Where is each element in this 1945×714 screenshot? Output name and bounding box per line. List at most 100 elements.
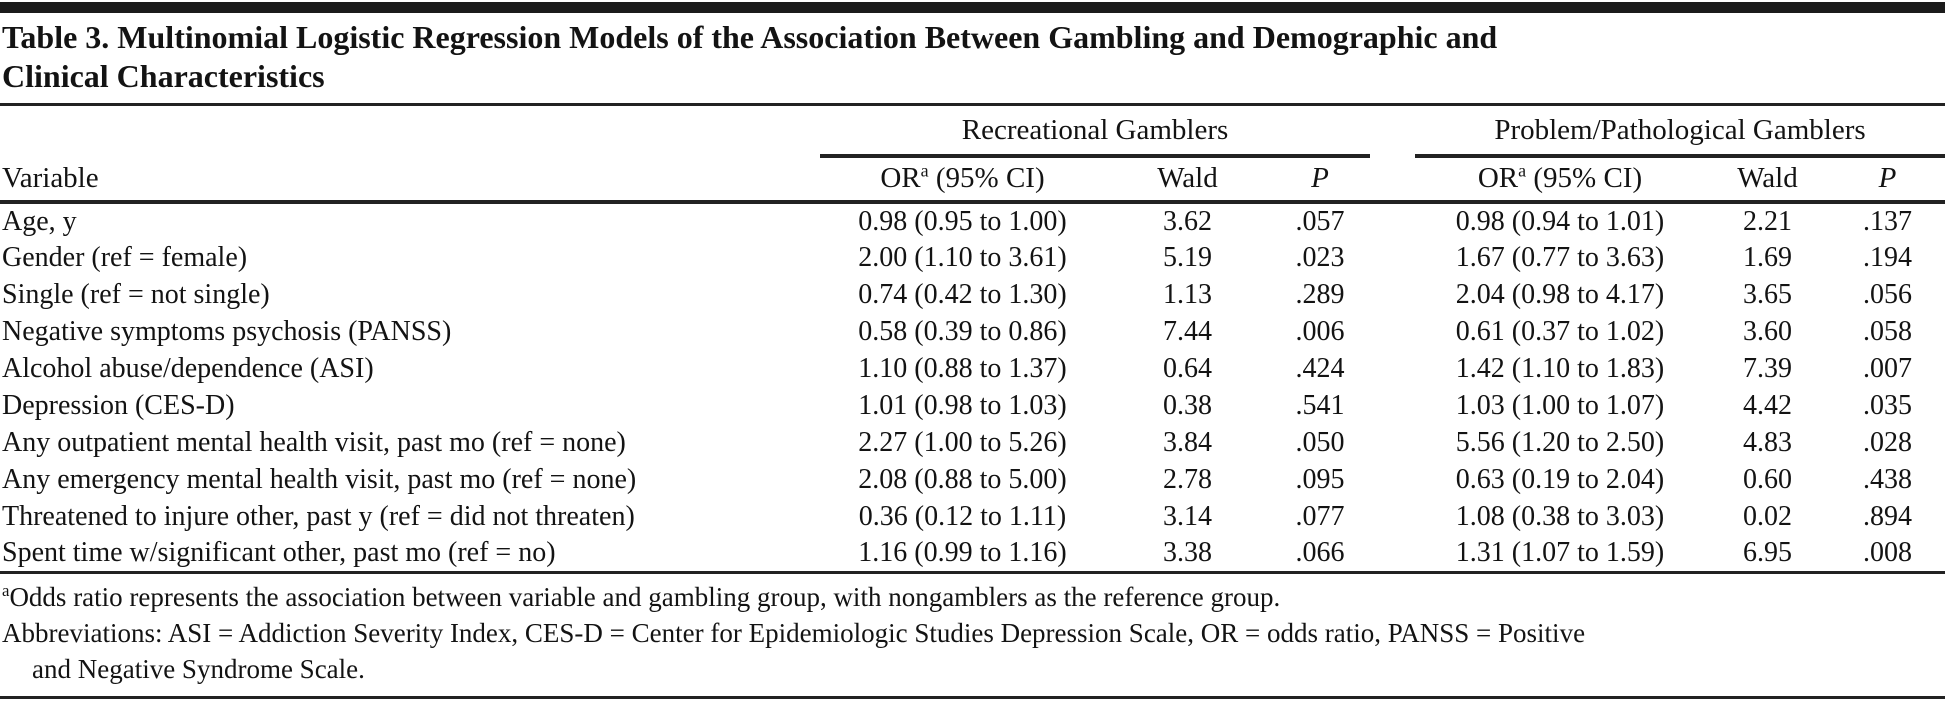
cell-rec-wald: 3.84 <box>1163 426 1212 458</box>
cell-prob-p: .035 <box>1863 389 1912 421</box>
cell-variable: Any emergency mental health visit, past … <box>2 463 637 495</box>
cell-prob-wald: 0.02 <box>1743 500 1792 532</box>
cell-prob-or: 1.42 (1.10 to 1.83) <box>1455 352 1665 384</box>
cell-prob-p: .028 <box>1863 426 1912 458</box>
cell-gap <box>1370 535 1415 574</box>
cell-rec-or: 1.16 (0.99 to 1.16) <box>820 535 1105 574</box>
column-header-wald-recreational: Wald <box>1105 156 1270 204</box>
cell-rec-p: .077 <box>1295 500 1345 532</box>
cell-rec-p: .541 <box>1295 389 1345 421</box>
cell-rec-or: 0.74 (0.42 to 1.30) <box>858 278 1067 310</box>
cell-variable: Alcohol abuse/dependence (ASI) <box>2 352 374 384</box>
table-row: Any outpatient mental health visit, past… <box>0 424 1945 461</box>
table-row: Any emergency mental health visit, past … <box>0 461 1945 498</box>
cell-rec-p: .095 <box>1295 463 1345 495</box>
cell-prob-or: 0.63 (0.19 to 2.04) <box>1455 463 1665 495</box>
cell-variable: Any outpatient mental health visit, past… <box>2 426 626 458</box>
cell-rec-or: 0.36 (0.12 to 1.11) <box>858 500 1067 532</box>
cell-rec-wald: 7.44 <box>1163 315 1212 347</box>
or-label: OR <box>880 162 921 194</box>
cell-prob-or: 0.98 (0.94 to 1.01) <box>1455 205 1665 237</box>
table-title-line2: Clinical Characteristics <box>2 58 325 94</box>
cell-rec-p: .066 <box>1270 535 1370 574</box>
column-header-wald-problem: Wald <box>1705 156 1830 204</box>
cell-rec-wald: 3.14 <box>1163 500 1212 532</box>
cell-rec-or: 1.10 (0.88 to 1.37) <box>858 352 1067 384</box>
column-header-row: Variable ORa (95% CI) Wald P ORa (95% CI… <box>0 156 1945 204</box>
cell-gap <box>1370 461 1415 498</box>
column-gap <box>1370 156 1415 204</box>
cell-prob-wald: 6.95 <box>1705 535 1830 574</box>
cell-gap <box>1370 313 1415 350</box>
cell-rec-p: .006 <box>1295 315 1345 347</box>
table-row: Alcohol abuse/dependence (ASI) 1.10 (0.8… <box>0 350 1945 387</box>
cell-gap <box>1370 276 1415 313</box>
table-row: Threatened to injure other, past y (ref … <box>0 498 1945 535</box>
cell-prob-p: .194 <box>1863 241 1912 273</box>
cell-prob-p: .438 <box>1863 463 1912 495</box>
cell-gap <box>1370 424 1415 461</box>
cell-gap <box>1370 350 1415 387</box>
cell-variable: Single (ref = not single) <box>2 278 270 310</box>
footnote-odds-ratio: aOdds ratio represents the association b… <box>2 579 1945 615</box>
cell-prob-or: 0.61 (0.37 to 1.02) <box>1455 315 1665 347</box>
cell-prob-p: .137 <box>1863 205 1912 237</box>
cell-prob-or: 1.67 (0.77 to 3.63) <box>1455 241 1665 273</box>
group-header-spacer <box>0 106 820 156</box>
cell-rec-wald: 3.62 <box>1163 205 1212 237</box>
table-row: Gender (ref = female) 2.00 (1.10 to 3.61… <box>0 239 1945 276</box>
cell-rec-p: .289 <box>1295 278 1345 310</box>
cell-variable: Depression (CES-D) <box>2 389 235 421</box>
cell-rec-or: 0.58 (0.39 to 0.86) <box>858 315 1067 347</box>
table-row: Single (ref = not single) 0.74 (0.42 to … <box>0 276 1945 313</box>
cell-variable: Spent time w/significant other, past mo … <box>0 535 820 574</box>
top-rule <box>0 2 1945 13</box>
cell-prob-p: .894 <box>1863 500 1912 532</box>
cell-prob-or: 1.08 (0.38 to 3.03) <box>1455 500 1665 532</box>
cell-gap <box>1370 239 1415 276</box>
cell-variable: Age, y <box>2 205 77 237</box>
column-header-or-problem: ORa (95% CI) <box>1415 156 1705 204</box>
cell-variable: Threatened to injure other, past y (ref … <box>2 500 635 532</box>
cell-prob-wald: 4.42 <box>1743 389 1792 421</box>
cell-prob-wald: 4.83 <box>1743 426 1792 458</box>
cell-prob-p: .007 <box>1863 352 1912 384</box>
column-header-p-problem: P <box>1830 156 1945 204</box>
table-title: Table 3. Multinomial Logistic Regression… <box>0 13 1945 106</box>
column-header-variable: Variable <box>0 156 820 204</box>
cell-prob-or: 2.04 (0.98 to 4.17) <box>1455 278 1665 310</box>
cell-rec-wald: 1.13 <box>1163 278 1212 310</box>
cell-rec-or: 0.98 (0.95 to 1.00) <box>858 205 1067 237</box>
footnote-text: and Negative Syndrome Scale. <box>32 653 365 684</box>
cell-prob-p: .056 <box>1863 278 1912 310</box>
cell-prob-wald: 2.21 <box>1743 205 1792 237</box>
column-header-p-recreational: P <box>1270 156 1370 204</box>
cell-rec-wald: 0.38 <box>1163 389 1212 421</box>
or-ci-label: (95% CI) <box>1526 162 1643 194</box>
footnote-abbreviations: Abbreviations: ASI = Addiction Severity … <box>2 615 1945 651</box>
cell-rec-p: .050 <box>1295 426 1345 458</box>
cell-prob-wald: 3.60 <box>1743 315 1792 347</box>
cell-rec-wald: 0.64 <box>1163 352 1212 384</box>
cell-rec-p: .057 <box>1295 205 1345 237</box>
cell-variable: Gender (ref = female) <box>2 241 248 273</box>
cell-prob-or: 1.03 (1.00 to 1.07) <box>1455 389 1665 421</box>
footnote-text: Odds ratio represents the association be… <box>9 581 1281 612</box>
group-gap <box>1370 106 1415 156</box>
cell-prob-wald: 1.69 <box>1743 241 1792 273</box>
group-header-recreational: Recreational Gamblers <box>820 106 1370 158</box>
cell-rec-wald: 2.78 <box>1163 463 1212 495</box>
group-header-problem-pathological: Problem/Pathological Gamblers <box>1415 106 1945 158</box>
cell-prob-or: 1.31 (1.07 to 1.59) <box>1415 535 1705 574</box>
cell-rec-or: 1.01 (0.98 to 1.03) <box>858 389 1067 421</box>
or-superscript: a <box>920 160 929 181</box>
table-row: Spent time w/significant other, past mo … <box>0 535 1945 574</box>
cell-rec-or: 2.08 (0.88 to 5.00) <box>858 463 1067 495</box>
group-header-row: Recreational Gamblers Problem/Pathologic… <box>0 106 1945 158</box>
cell-rec-wald: 5.19 <box>1163 241 1212 273</box>
footnote-marker: a <box>2 580 10 600</box>
regression-table: Recreational Gamblers Problem/Pathologic… <box>0 106 1945 574</box>
cell-prob-p: .058 <box>1863 315 1912 347</box>
cell-gap <box>1370 498 1415 535</box>
